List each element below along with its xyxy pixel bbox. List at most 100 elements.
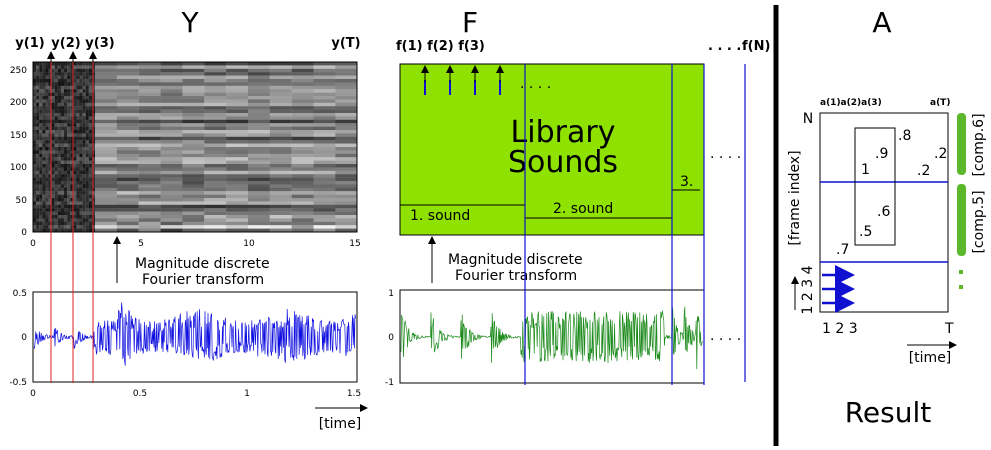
spectrogram-cell bbox=[36, 205, 39, 209]
spectrogram-cell bbox=[89, 161, 92, 165]
spectrogram-cell bbox=[248, 188, 270, 192]
spectrogram-cell bbox=[58, 110, 61, 114]
spectrogram-cell bbox=[64, 130, 67, 134]
spectrogram-cell bbox=[292, 96, 314, 100]
spectrogram-cell bbox=[89, 167, 92, 171]
spectrogram-cell bbox=[36, 79, 39, 83]
spectrogram-cell bbox=[39, 93, 42, 97]
spectrogram-cell bbox=[67, 178, 70, 182]
spectrogram-cell bbox=[292, 133, 314, 137]
spectrogram-cell bbox=[39, 69, 42, 73]
spectrogram-cell bbox=[45, 150, 48, 154]
spectrogram-cell bbox=[314, 110, 336, 114]
spectrogram-cell bbox=[39, 195, 42, 199]
spectrogram-cell bbox=[76, 137, 79, 141]
spectrogram-cell bbox=[73, 184, 76, 188]
spectrogram-cell bbox=[335, 120, 357, 124]
spectrogram-cell bbox=[36, 116, 39, 120]
spectrogram-cell bbox=[270, 188, 292, 192]
spectrogram-cell bbox=[270, 215, 292, 219]
spectrogram-cell bbox=[182, 86, 204, 90]
spectrogram-cell bbox=[89, 171, 92, 175]
spectrogram-cell bbox=[226, 188, 248, 192]
spectrogram-cell bbox=[45, 89, 48, 93]
spectrogram-cell bbox=[83, 79, 86, 83]
spectrogram-cell bbox=[36, 72, 39, 76]
spectrogram-cell bbox=[86, 212, 89, 216]
spectrogram-cell bbox=[73, 89, 76, 93]
spectrogram-cell bbox=[292, 150, 314, 154]
spectrogram-cell bbox=[64, 191, 67, 195]
spectrogram-cell bbox=[39, 191, 42, 195]
spectrogram-cell bbox=[117, 93, 139, 97]
spectrogram-cell bbox=[204, 116, 226, 120]
spectrogram-cell bbox=[292, 120, 314, 124]
spectrogram-cell bbox=[204, 215, 226, 219]
spectrogram-cell bbox=[67, 130, 70, 134]
spectrogram-cell bbox=[83, 82, 86, 86]
spectrogram-cell bbox=[55, 222, 58, 226]
spectrogram-cell bbox=[314, 195, 336, 199]
spectrogram-cell bbox=[73, 110, 76, 114]
spectrogram-cell bbox=[61, 222, 64, 226]
component-label: [comp.5] bbox=[971, 190, 987, 253]
spectrogram-cell bbox=[36, 86, 39, 90]
spectrogram-cell bbox=[182, 93, 204, 97]
spectrogram-cell bbox=[270, 198, 292, 202]
spectrogram-cell bbox=[42, 212, 45, 216]
spectrogram-cell bbox=[73, 174, 76, 178]
spectrogram-cell bbox=[95, 137, 117, 141]
spectrogram-cell bbox=[42, 86, 45, 90]
spectrogram-cell bbox=[76, 127, 79, 131]
spectrogram-cell bbox=[248, 191, 270, 195]
spectrogram-cell bbox=[139, 167, 161, 171]
spectrogram-cell bbox=[89, 198, 92, 202]
spectrogram-cell bbox=[89, 205, 92, 209]
spectrogram-cell bbox=[67, 93, 70, 97]
spectrogram-cell bbox=[64, 79, 67, 83]
spectrogram-cell bbox=[117, 110, 139, 114]
spectrogram-cell bbox=[314, 171, 336, 175]
spectrogram-cell bbox=[76, 93, 79, 97]
spectrogram-cell bbox=[314, 130, 336, 134]
spectrogram-cell bbox=[95, 113, 117, 117]
spectrogram-cell bbox=[42, 198, 45, 202]
spectrogram-cell bbox=[335, 76, 357, 80]
spectrogram-cell bbox=[83, 225, 86, 229]
spectrogram-cell bbox=[292, 116, 314, 120]
spectrogram-cell bbox=[67, 62, 70, 66]
spectrogram-cell bbox=[182, 120, 204, 124]
spectrogram-cell bbox=[42, 93, 45, 97]
spectrogram-cell bbox=[335, 89, 357, 93]
spectrogram-cell bbox=[248, 113, 270, 117]
spectrogram-cell bbox=[36, 215, 39, 219]
spectrogram-cell bbox=[36, 123, 39, 127]
spectrogram-cell bbox=[226, 212, 248, 216]
spectrogram-cell bbox=[55, 157, 58, 161]
spectrogram-cell bbox=[117, 133, 139, 137]
spectrogram-cell bbox=[52, 82, 55, 86]
spectrogram-cell bbox=[42, 154, 45, 158]
spectrogram-cell bbox=[42, 184, 45, 188]
spectrogram-cell bbox=[64, 144, 67, 148]
spectrogram-cell bbox=[64, 110, 67, 114]
spectrogram-cell bbox=[76, 72, 79, 76]
spectrogram-cell bbox=[226, 150, 248, 154]
spectrogram-cell bbox=[117, 154, 139, 158]
spectrogram-cell bbox=[83, 218, 86, 222]
spectrogram-cell bbox=[52, 157, 55, 161]
spectrogram-cell bbox=[248, 103, 270, 107]
spectrogram-cell bbox=[42, 79, 45, 83]
spectrogram-cell bbox=[335, 167, 357, 171]
spectrogram-cell bbox=[270, 123, 292, 127]
spectrogram-cell bbox=[86, 198, 89, 202]
spectrogram-cell bbox=[61, 167, 64, 171]
spectrogram-cell bbox=[42, 171, 45, 175]
spectrogram-cell bbox=[226, 127, 248, 131]
spectrogram-cell bbox=[64, 174, 67, 178]
spectrogram-cell bbox=[39, 89, 42, 93]
spectrogram-cell bbox=[58, 184, 61, 188]
tick-label: 0 bbox=[21, 228, 27, 238]
spectrogram-cell bbox=[73, 65, 76, 69]
spectrogram-cell bbox=[95, 89, 117, 93]
